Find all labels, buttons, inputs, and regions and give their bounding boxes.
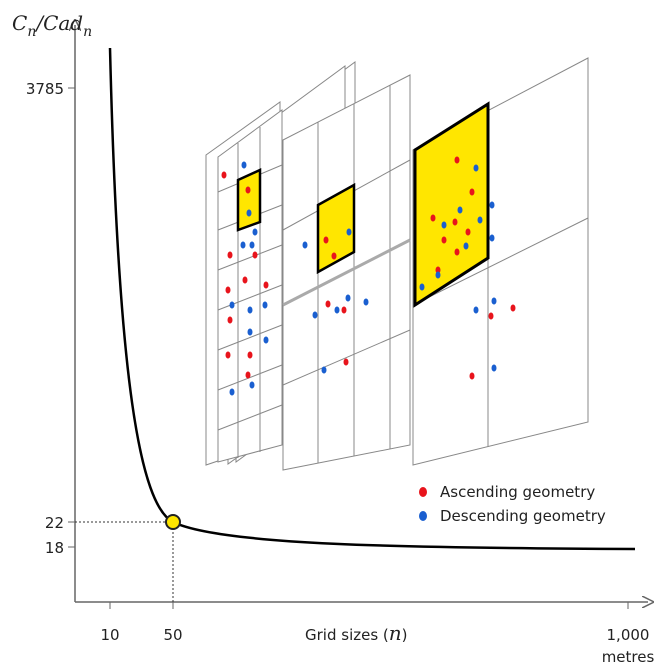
point bbox=[334, 306, 340, 314]
legend-label: Descending geometry bbox=[440, 507, 606, 525]
point bbox=[435, 266, 441, 274]
point bbox=[263, 281, 269, 289]
point bbox=[477, 216, 483, 224]
point bbox=[325, 300, 331, 308]
point bbox=[491, 364, 497, 372]
point bbox=[229, 388, 235, 396]
marker bbox=[165, 514, 181, 530]
point bbox=[441, 221, 447, 229]
point bbox=[247, 306, 253, 314]
point bbox=[465, 228, 471, 236]
point bbox=[463, 242, 469, 250]
point bbox=[321, 366, 327, 374]
point bbox=[242, 276, 248, 284]
points bbox=[221, 156, 516, 396]
point bbox=[457, 206, 463, 214]
x-axis-unit: metres bbox=[602, 648, 655, 666]
point bbox=[452, 218, 458, 226]
point bbox=[346, 228, 352, 236]
point bbox=[473, 306, 479, 314]
point bbox=[249, 381, 255, 389]
point bbox=[221, 171, 227, 179]
point bbox=[225, 286, 231, 294]
point bbox=[312, 311, 318, 319]
point bbox=[430, 214, 436, 222]
x-tick-label: 1,000 bbox=[607, 626, 650, 644]
point bbox=[245, 186, 251, 194]
point bbox=[247, 351, 253, 359]
point bbox=[262, 301, 268, 309]
point bbox=[435, 271, 441, 279]
point bbox=[345, 294, 351, 302]
ticks bbox=[68, 87, 629, 609]
point bbox=[323, 236, 329, 244]
point bbox=[241, 161, 247, 169]
point bbox=[252, 251, 258, 259]
point bbox=[469, 372, 475, 380]
legend-marker bbox=[419, 487, 427, 497]
point bbox=[229, 301, 235, 309]
point bbox=[454, 248, 460, 256]
point bbox=[343, 358, 349, 366]
y-tick-label: 3785 bbox=[26, 80, 64, 98]
point bbox=[363, 298, 369, 306]
y-tick-label: 22 bbox=[45, 514, 64, 532]
point bbox=[263, 336, 269, 344]
highlight-cell bbox=[236, 168, 262, 232]
point bbox=[489, 234, 495, 242]
point bbox=[227, 251, 233, 259]
guide bbox=[75, 521, 174, 602]
y-axis-label: Cn/Cadn bbox=[12, 11, 92, 40]
x-tick-label: 50 bbox=[163, 626, 182, 644]
x-tick-label: 10 bbox=[100, 626, 119, 644]
point bbox=[302, 241, 308, 249]
legend-label: Ascending geometry bbox=[440, 483, 595, 501]
point bbox=[441, 236, 447, 244]
legend-marker bbox=[419, 511, 427, 521]
point bbox=[469, 188, 475, 196]
point bbox=[225, 351, 231, 359]
point bbox=[488, 312, 494, 320]
highlight-cell bbox=[413, 101, 490, 308]
point bbox=[510, 304, 516, 312]
point bbox=[240, 241, 246, 249]
point bbox=[247, 328, 253, 336]
point bbox=[473, 164, 479, 172]
point bbox=[227, 316, 233, 324]
point bbox=[252, 228, 258, 236]
point bbox=[246, 209, 252, 217]
y-tick-label: 18 bbox=[45, 539, 64, 557]
point bbox=[454, 156, 460, 164]
point bbox=[491, 297, 497, 305]
x-axis-label: Grid sizes (n) bbox=[305, 621, 408, 645]
point bbox=[489, 201, 495, 209]
point bbox=[249, 241, 255, 249]
point bbox=[419, 283, 425, 291]
point bbox=[331, 252, 337, 260]
point bbox=[245, 371, 251, 379]
highlight-cell bbox=[316, 182, 356, 275]
point bbox=[341, 306, 347, 314]
grid-panels bbox=[205, 57, 589, 471]
